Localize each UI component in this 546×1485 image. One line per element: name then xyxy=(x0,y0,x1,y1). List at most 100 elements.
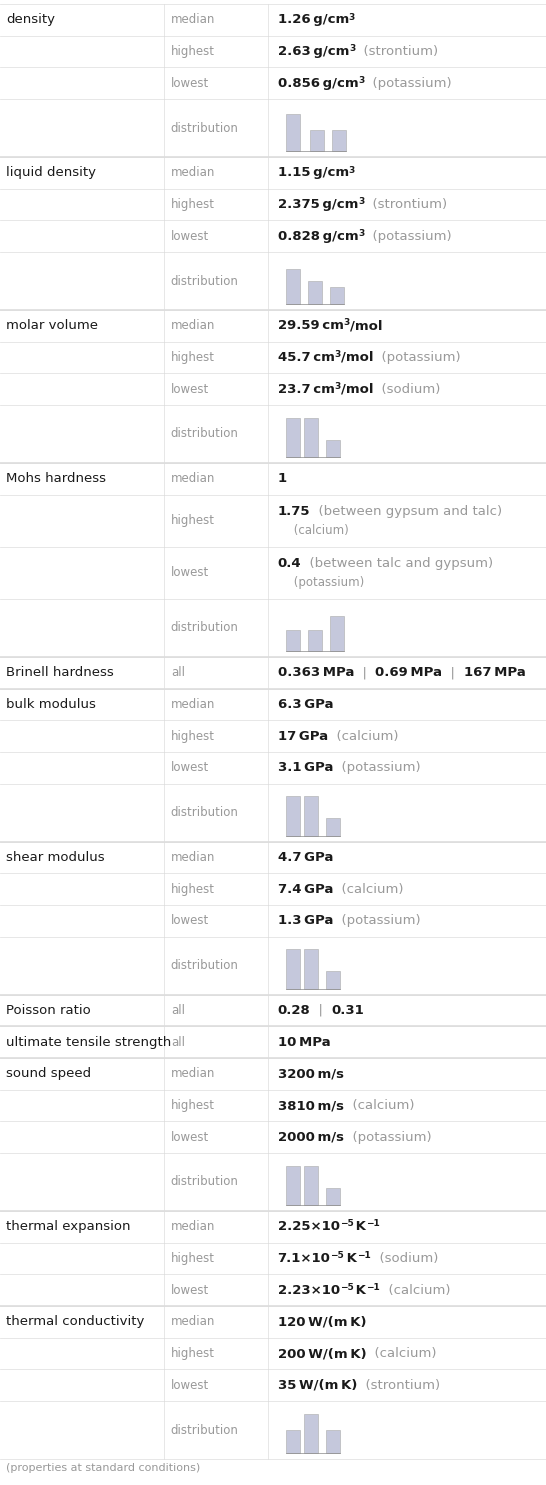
Text: (between talc and gypsum): (between talc and gypsum) xyxy=(301,557,493,570)
Text: ultimate tensile strength: ultimate tensile strength xyxy=(6,1035,171,1048)
Bar xyxy=(304,1166,318,1206)
Text: /mol: /mol xyxy=(341,350,373,364)
Text: (potassium): (potassium) xyxy=(364,230,452,242)
Text: distribution: distribution xyxy=(171,806,239,820)
Text: all: all xyxy=(171,667,185,679)
Bar xyxy=(304,949,318,989)
Text: 3: 3 xyxy=(349,45,355,53)
Text: 45.7 cm: 45.7 cm xyxy=(277,350,334,364)
Text: −1: −1 xyxy=(366,1219,380,1228)
Text: distribution: distribution xyxy=(171,1176,239,1188)
Text: (potassium): (potassium) xyxy=(343,1130,431,1143)
Text: 0.363 MPa: 0.363 MPa xyxy=(277,667,354,679)
Text: 0.828 g/cm: 0.828 g/cm xyxy=(277,230,358,242)
Text: (strontium): (strontium) xyxy=(355,45,438,58)
Text: shear modulus: shear modulus xyxy=(6,851,105,864)
Text: 3: 3 xyxy=(343,318,349,328)
Text: 3810 m/s: 3810 m/s xyxy=(277,1099,343,1112)
Bar xyxy=(325,971,340,989)
Text: highest: highest xyxy=(171,45,215,58)
Text: 6.3 GPa: 6.3 GPa xyxy=(277,698,333,711)
Text: |: | xyxy=(310,1004,331,1017)
Text: Brinell hardness: Brinell hardness xyxy=(6,667,114,679)
Text: lowest: lowest xyxy=(171,230,209,242)
Text: bulk modulus: bulk modulus xyxy=(6,698,96,711)
Text: lowest: lowest xyxy=(171,566,209,579)
Text: median: median xyxy=(171,851,215,864)
Text: 0.4: 0.4 xyxy=(277,557,301,570)
Bar xyxy=(325,440,340,457)
Bar xyxy=(331,131,346,151)
Text: lowest: lowest xyxy=(171,77,209,89)
Bar xyxy=(286,949,300,989)
Text: median: median xyxy=(171,319,215,333)
Text: median: median xyxy=(171,472,215,486)
Text: 4.7 GPa: 4.7 GPa xyxy=(277,851,333,864)
Bar xyxy=(286,630,300,650)
Text: Mohs hardness: Mohs hardness xyxy=(6,472,106,486)
Text: (calcium): (calcium) xyxy=(289,524,348,536)
Text: median: median xyxy=(171,166,215,180)
Text: 2.63 g/cm: 2.63 g/cm xyxy=(277,45,349,58)
Text: (strontium): (strontium) xyxy=(357,1378,440,1391)
Text: 1.3 GPa: 1.3 GPa xyxy=(277,915,333,927)
Text: −1: −1 xyxy=(357,1252,371,1261)
Text: median: median xyxy=(171,698,215,711)
Text: median: median xyxy=(171,1068,215,1080)
Text: (calcium): (calcium) xyxy=(333,882,403,895)
Text: 1.26 g/cm: 1.26 g/cm xyxy=(277,13,349,27)
Bar xyxy=(286,1166,300,1206)
Bar xyxy=(304,796,318,836)
Text: 167 MPa: 167 MPa xyxy=(464,667,525,679)
Text: 2.375 g/cm: 2.375 g/cm xyxy=(277,198,358,211)
Text: 0.69 MPa: 0.69 MPa xyxy=(375,667,442,679)
Text: Poisson ratio: Poisson ratio xyxy=(6,1004,91,1017)
Text: 2000 m/s: 2000 m/s xyxy=(277,1130,343,1143)
Text: highest: highest xyxy=(171,198,215,211)
Text: 1: 1 xyxy=(277,472,287,486)
Text: 17 GPa: 17 GPa xyxy=(277,729,328,742)
Text: (calcium): (calcium) xyxy=(343,1099,414,1112)
Text: 2.23×10: 2.23×10 xyxy=(277,1283,340,1296)
Text: −5: −5 xyxy=(330,1252,344,1261)
Text: (potassium): (potassium) xyxy=(364,77,452,89)
Text: |: | xyxy=(354,667,375,679)
Text: 29.59 cm: 29.59 cm xyxy=(277,319,343,333)
Text: (potassium): (potassium) xyxy=(289,576,364,590)
Text: (properties at standard conditions): (properties at standard conditions) xyxy=(6,1463,200,1473)
Text: sound speed: sound speed xyxy=(6,1068,91,1080)
Bar xyxy=(330,616,343,650)
Text: thermal expansion: thermal expansion xyxy=(6,1221,130,1233)
Text: (potassium): (potassium) xyxy=(333,915,420,927)
Text: median: median xyxy=(171,1221,215,1233)
Text: all: all xyxy=(171,1035,185,1048)
Text: lowest: lowest xyxy=(171,383,209,395)
Text: /mol: /mol xyxy=(349,319,382,333)
Text: distribution: distribution xyxy=(171,621,239,634)
Bar xyxy=(310,131,324,151)
Text: lowest: lowest xyxy=(171,1378,209,1391)
Text: 7.4 GPa: 7.4 GPa xyxy=(277,882,333,895)
Text: (potassium): (potassium) xyxy=(333,762,420,774)
Text: 3200 m/s: 3200 m/s xyxy=(277,1068,343,1080)
Text: K: K xyxy=(344,1252,357,1265)
Text: all: all xyxy=(171,1004,185,1017)
Text: (calcium): (calcium) xyxy=(328,729,398,742)
Text: 35 W/(m K): 35 W/(m K) xyxy=(277,1378,357,1391)
Text: (strontium): (strontium) xyxy=(364,198,447,211)
Text: lowest: lowest xyxy=(171,915,209,927)
Text: 2.25×10: 2.25×10 xyxy=(277,1221,340,1233)
Bar xyxy=(286,417,300,457)
Bar xyxy=(286,796,300,836)
Bar xyxy=(286,269,300,304)
Bar xyxy=(286,1430,300,1454)
Text: −1: −1 xyxy=(366,1283,380,1292)
Bar xyxy=(307,630,322,650)
Text: (between gypsum and talc): (between gypsum and talc) xyxy=(310,505,502,518)
Text: distribution: distribution xyxy=(171,428,239,441)
Text: 10 MPa: 10 MPa xyxy=(277,1035,330,1048)
Text: −5: −5 xyxy=(340,1283,353,1292)
Text: (calcium): (calcium) xyxy=(366,1347,437,1360)
Bar xyxy=(307,281,322,304)
Text: K: K xyxy=(353,1221,366,1233)
